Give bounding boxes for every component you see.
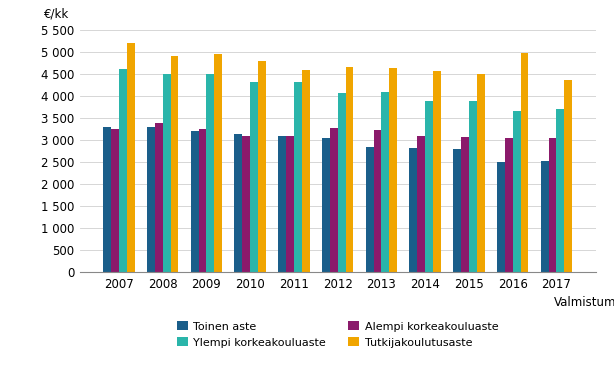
Bar xyxy=(418,136,425,272)
Bar xyxy=(322,138,330,272)
X-axis label: Valmistumisvuosi: Valmistumisvuosi xyxy=(554,296,614,309)
Bar xyxy=(111,129,119,272)
Bar xyxy=(425,101,433,272)
Bar xyxy=(294,82,302,272)
Bar xyxy=(461,137,469,272)
Bar xyxy=(373,130,381,272)
Bar xyxy=(338,93,346,272)
Bar xyxy=(163,74,171,272)
Bar xyxy=(127,43,134,272)
Bar xyxy=(251,82,258,272)
Bar xyxy=(389,68,397,272)
Bar xyxy=(564,79,572,272)
Bar xyxy=(155,124,163,272)
Bar xyxy=(505,138,513,272)
Bar xyxy=(521,53,529,272)
Text: €/kk: €/kk xyxy=(44,8,69,20)
Bar xyxy=(147,127,155,272)
Bar xyxy=(453,149,461,272)
Bar xyxy=(346,67,354,272)
Bar xyxy=(433,71,441,272)
Bar xyxy=(477,74,484,272)
Bar xyxy=(243,136,251,272)
Bar xyxy=(278,136,286,272)
Bar xyxy=(235,133,243,272)
Bar xyxy=(302,70,309,272)
Bar xyxy=(171,56,179,272)
Bar xyxy=(513,111,521,272)
Bar xyxy=(541,161,548,272)
Bar xyxy=(330,128,338,272)
Legend: Toinen aste, Ylempi korkeakouluaste, Alempi korkeakouluaste, Tutkijakoulutusaste: Toinen aste, Ylempi korkeakouluaste, Ale… xyxy=(177,321,499,348)
Bar xyxy=(206,74,214,272)
Bar xyxy=(497,162,505,272)
Bar xyxy=(366,147,373,272)
Bar xyxy=(198,129,206,272)
Bar xyxy=(381,92,389,272)
Bar xyxy=(258,61,266,272)
Bar xyxy=(469,101,477,272)
Bar xyxy=(548,138,556,272)
Bar xyxy=(556,108,564,272)
Bar xyxy=(103,127,111,272)
Bar xyxy=(410,148,418,272)
Bar xyxy=(119,69,127,272)
Bar xyxy=(214,54,222,272)
Bar xyxy=(286,136,294,272)
Bar xyxy=(191,132,198,272)
